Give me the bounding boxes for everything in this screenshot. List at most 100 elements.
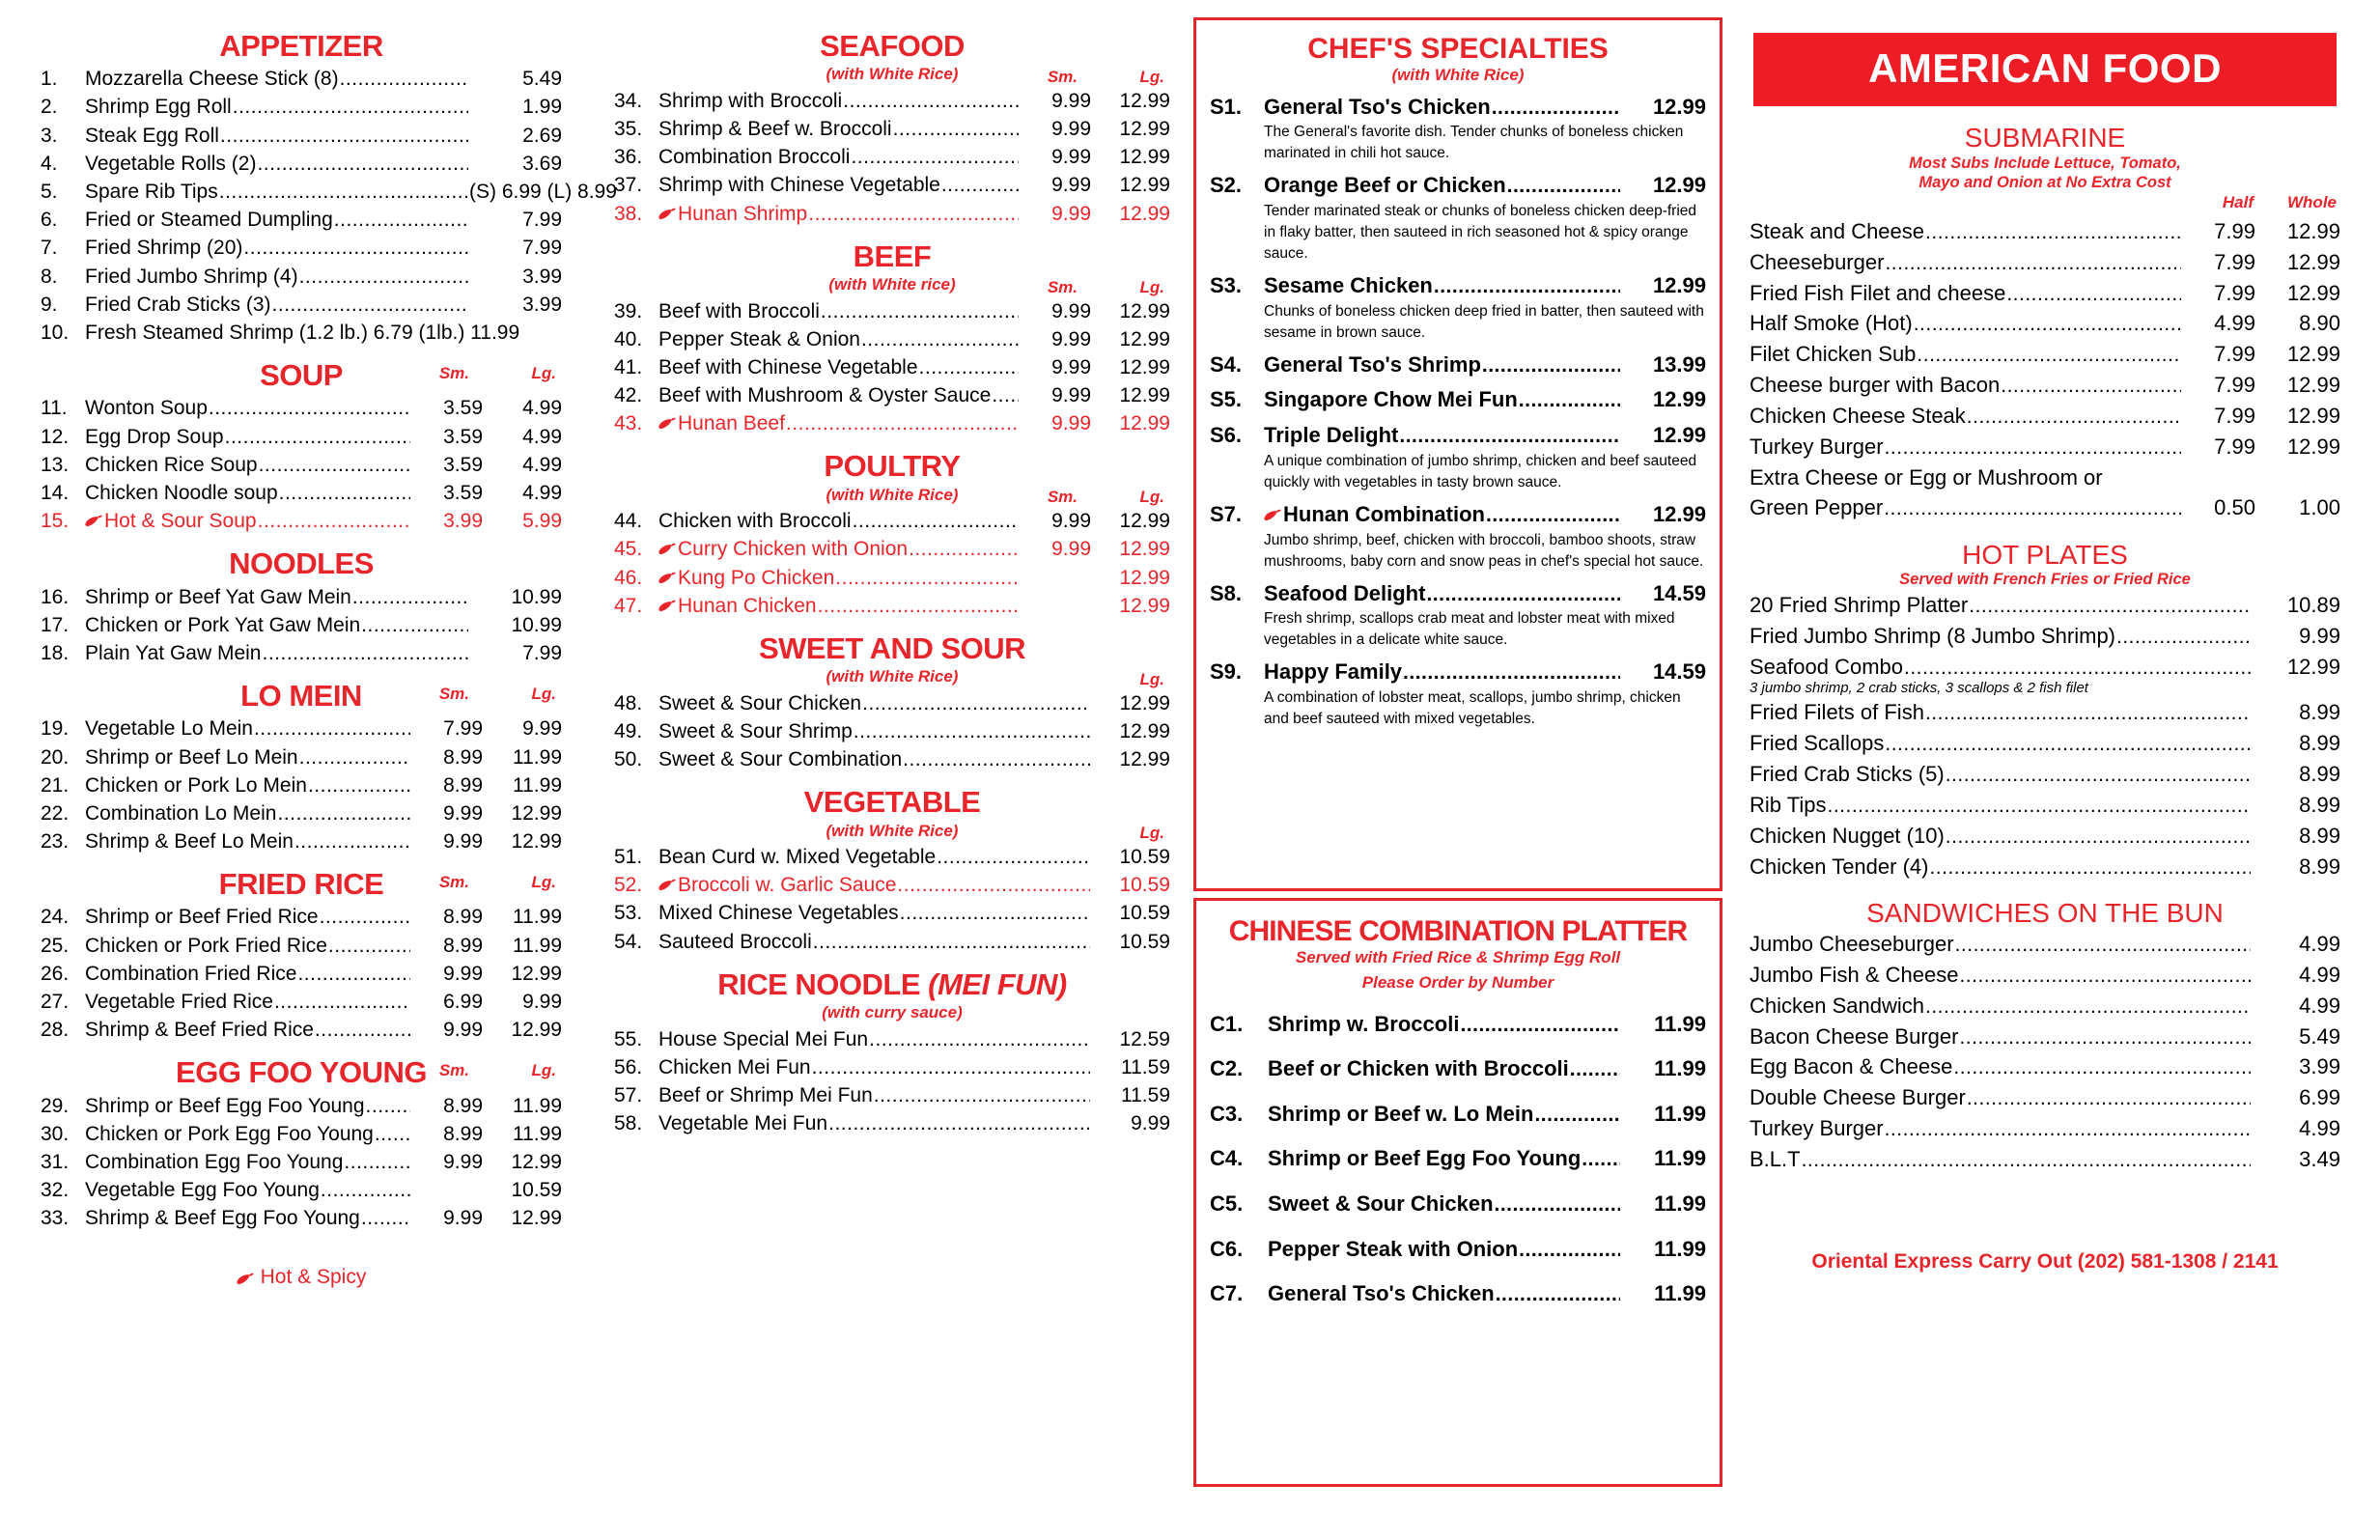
item-number: 44. [614, 510, 643, 533]
appetizer-list: 1. Mozzarella Cheese Stick (8) 5.49 2. Shrim… [41, 65, 617, 347]
menu-item-row: 53. Mixed Chinese Vegetables 10.59 [614, 899, 1170, 927]
item-price-half: 7.99 [2214, 249, 2255, 274]
item-price-large: 12.99 [1119, 355, 1170, 378]
leader-dots [1967, 1084, 2251, 1113]
item-price-large: 11.99 [513, 906, 562, 929]
item-number: 24. [41, 906, 70, 929]
item-price-small: 8.99 [443, 773, 483, 797]
item-number: 55. [614, 1027, 643, 1050]
item-number: 54. [614, 930, 643, 953]
item-number: C7. [1210, 1281, 1244, 1306]
platter-item-row: C4. Shrimp or Beef Egg Foo Young 11.99 [1210, 1145, 1706, 1173]
item-price: 11.99 [1654, 1236, 1706, 1261]
column-header-sm-soup: Sm. [438, 364, 469, 383]
item-name: Fried Crab Sticks (5) [1750, 762, 1945, 787]
item-name: Shrimp with Chinese Vegetable [658, 174, 940, 197]
leader-dots [219, 178, 468, 206]
item-price: 11.99 [1654, 1056, 1706, 1081]
item-number: 47. [614, 594, 643, 617]
item-name: Beef with Chinese Vegetable [658, 355, 918, 378]
lo-mein-list: 19. Vegetable Lo Mein 7.99 9.99 20. Shrimp or… [41, 714, 562, 855]
leader-dots [1885, 1115, 2251, 1144]
item-price-large: 11.99 [513, 934, 562, 957]
column-american-food: AMERICAN FOOD SUBMARINE Most Subs Includ… [1728, 17, 2356, 1530]
item-price-small: 9.99 [1051, 510, 1091, 533]
item-price: 13.99 [1652, 351, 1706, 377]
menu-item-row: 31. Combination Egg Foo Young 9.99 12.99 [41, 1148, 562, 1176]
item-price-whole: 12.99 [2286, 219, 2340, 244]
item-number: 2. [41, 96, 58, 119]
menu-item-row: 29. Shrimp or Beef Egg Foo Young 8.99 11.99 [41, 1092, 562, 1120]
item-name: Turkey Burger [1750, 434, 1884, 459]
item-price-large: 12.99 [1119, 719, 1170, 742]
leader-dots [851, 143, 1019, 171]
item-price-whole: 12.99 [2286, 249, 2340, 274]
submarine-extras-line-2: Green Pepper 0.50 1.00 [1750, 492, 2340, 523]
item-price-small: 9.99 [443, 1207, 483, 1230]
column-header-sm-lomein: Sm. [438, 685, 469, 704]
item-name: General Tso's Chicken [1268, 1281, 1495, 1306]
item-price-small: 9.99 [443, 1151, 483, 1174]
item-description: A unique combination of jumbo shrimp, ch… [1264, 452, 1697, 490]
item-number: 11. [41, 397, 68, 420]
menu-item-row: 4. Vegetable Rolls (2) 3.69 [41, 150, 562, 178]
hot-plates-list: 20 Fried Shrimp Platter 10.89 Fried Jumbo … [1750, 590, 2340, 882]
item-price-large: 12.99 [1119, 299, 1170, 322]
leader-dots [254, 714, 410, 742]
leader-dots [919, 353, 1019, 381]
chili-pepper-icon [237, 1273, 255, 1285]
submarine-extras-label-1: Extra Cheese or Egg or Mushroom or [1750, 464, 2103, 490]
item-price-large: 12.99 [511, 962, 562, 985]
item-number: 31. [41, 1151, 70, 1174]
section-subtitle-chefs-specialties: (with White Rice) [1391, 65, 1525, 84]
hot-plate-item-row: Fried Jumbo Shrimp (8 Jumbo Shrimp) 9.99 [1750, 621, 2340, 652]
leader-dots [862, 689, 1090, 717]
item-number: 43. [614, 412, 643, 435]
section-subtitle-seafood: (with White Rice) [826, 65, 959, 84]
item-name: Chicken Noodle soup [85, 481, 278, 504]
submarine-item-row: Chicken Cheese Steak 7.99 12.99 [1750, 401, 2340, 432]
item-name: Chicken or Pork Egg Foo Young [85, 1122, 374, 1145]
egg-foo-young-list: 29. Shrimp or Beef Egg Foo Young 8.99 11.99… [41, 1092, 562, 1233]
item-name: Shrimp or Beef Lo Mein [85, 745, 298, 769]
leader-dots [869, 1025, 1090, 1053]
item-name: Jumbo Cheeseburger [1750, 932, 1954, 957]
item-number: S8. [1210, 580, 1243, 605]
hot-plate-item-row: Chicken Tender (4) 8.99 [1750, 852, 2340, 882]
item-price-small: 9.99 [1051, 202, 1091, 225]
leader-dots [272, 291, 468, 319]
chili-pepper-icon [85, 515, 103, 527]
menu-item-row: 55. House Special Mei Fun 12.59 [614, 1025, 1170, 1053]
item-name: Fried or Steamed Dumpling [85, 209, 333, 232]
item-number: 21. [41, 773, 70, 797]
item-number: 51. [614, 846, 643, 869]
item-price-small: 3.59 [443, 397, 483, 420]
column-header-lg-sns: Lg. [1139, 669, 1165, 688]
leader-dots [1492, 95, 1620, 122]
item-price: 4.99 [2299, 962, 2340, 987]
menu-item-row: 24. Shrimp or Beef Fried Rice 8.99 11.99 [41, 903, 562, 931]
leader-dots [361, 1204, 410, 1232]
hot-plate-item-row: Fried Crab Sticks (5) 8.99 [1750, 759, 2340, 790]
menu-item-row: 20. Shrimp or Beef Lo Mein 8.99 11.99 [41, 743, 562, 771]
item-name: Chicken Tender (4) [1750, 854, 1929, 879]
item-price-large: 12.99 [1119, 146, 1170, 169]
leader-dots [299, 263, 468, 291]
item-price-whole: 12.99 [2286, 373, 2340, 398]
specialty-item-row: S6. Triple Delight 12.99 [1210, 421, 1706, 450]
item-name: Seafood Combo [1750, 654, 1903, 679]
item-price: 3.99 [522, 265, 562, 288]
specialty-item-row: S4. General Tso's Shrimp 13.99 [1210, 350, 1706, 379]
section-heading-appetizer: APPETIZER [219, 29, 383, 63]
menu-item-row: 46. Kung Po Chicken 12.99 [614, 564, 1170, 592]
item-name: House Special Mei Fun [658, 1027, 869, 1050]
specialty-item-row: S1. General Tso's Chicken 12.99 [1210, 93, 1706, 122]
item-price: 14.59 [1652, 659, 1706, 685]
item-name: Turkey Burger [1750, 1116, 1884, 1140]
item-name: Egg Bacon & Cheese [1750, 1054, 1953, 1079]
item-price: 10.99 [511, 585, 562, 608]
leader-dots [1953, 1053, 2251, 1082]
item-number: 58. [614, 1112, 643, 1135]
sandwich-item-row: Jumbo Cheeseburger 4.99 [1750, 929, 2340, 960]
